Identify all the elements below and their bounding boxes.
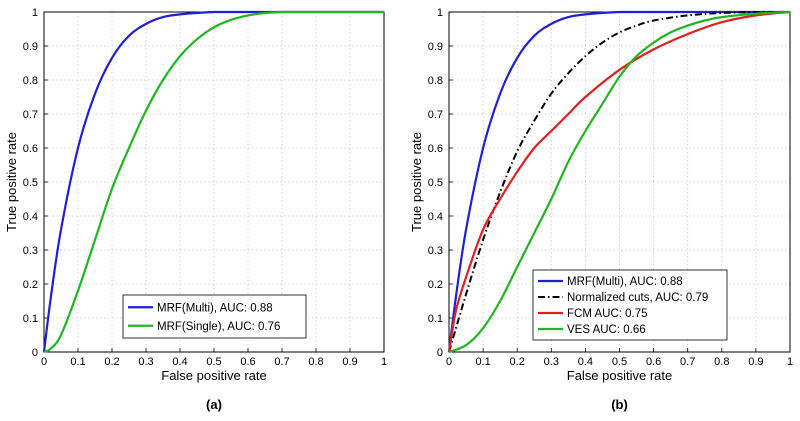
chart-b-caption: (b)	[611, 397, 628, 412]
chart-a-y-ticks: 0 0.1 0.2 0.3 0.4 0.5 0.6 0.7 0.8 0.9 1	[23, 7, 48, 359]
chart-b-series	[447, 10, 791, 354]
chart-b-x-tick-label: 0.8	[714, 356, 729, 368]
chart-b-x-tick-label: 0.4	[578, 356, 593, 368]
chart-b-y-tick-label: 0.9	[428, 41, 443, 53]
chart-b-x-tick-label: 0.5	[612, 356, 627, 368]
chart-b-x-tick-label: 0.3	[544, 356, 559, 368]
chart-b-y-tick-label: 0.2	[428, 279, 443, 291]
chart-a-x-tick-label: 0.7	[274, 356, 289, 368]
chart-b-y-tick-label: 0.7	[428, 109, 443, 121]
chart-a-legend-label-1: MRF(Multi), AUC: 0.88	[157, 302, 273, 314]
chart-a-y-tick-label: 0.1	[23, 313, 38, 325]
chart-a-x-tick-label: 0.5	[206, 356, 221, 368]
chart-a-legend-label-2: MRF(Single), AUC: 0.76	[157, 321, 280, 333]
chart-b-legend-label-3: FCM AUC: 0.75	[567, 308, 648, 320]
chart-a-y-tick-label: 0.5	[23, 177, 38, 189]
chart-a-x-tick-label: 0.2	[104, 356, 119, 368]
chart-a: 0 0.1 0.2 0.3 0.4 0.5 0.6 0.7 0.8 0.9 1 0 0.1 0.2 0.3…	[4, 7, 387, 412]
chart-b-series-line-1	[447, 10, 790, 353]
chart-a-series	[42, 10, 384, 354]
chart-a-caption: (a)	[206, 397, 222, 412]
chart-a-y-tick-label: 0.7	[23, 109, 38, 121]
chart-b-legend: MRF(Multi), AUC: 0.88 Normalized cuts, AU…	[532, 269, 728, 341]
chart-b-x-tick-label: 1	[787, 356, 793, 368]
chart-a-x-tick-label: 0.1	[70, 356, 85, 368]
chart-a-y-tick-label: 0.4	[23, 211, 38, 223]
chart-a-series-line-2	[43, 10, 384, 354]
chart-a-y-tick-label: 0.9	[23, 41, 38, 53]
chart-a-legend-box	[122, 294, 307, 339]
chart-b-x-tick-label: 0.9	[748, 356, 763, 368]
chart-b-y-tick-label: 0.6	[428, 143, 443, 155]
chart-a-x-tick-label: 0	[41, 356, 47, 368]
chart-b-y-tick-label: 0.5	[428, 177, 443, 189]
chart-b-y-tick-label: 1	[437, 7, 443, 19]
chart-a-x-tick-label: 0.6	[240, 356, 255, 368]
chart-b: 0 0.1 0.2 0.3 0.4 0.5 0.6 0.7 0.8 0.9 1 0 0.1 0.2 0.3…	[409, 7, 793, 412]
chart-b-x-tick-label: 0.6	[646, 356, 661, 368]
chart-a-y-tick-label: 0.8	[23, 75, 38, 87]
chart-a-x-tick-label: 0.4	[172, 356, 187, 368]
chart-a-x-tick-label: 0.3	[138, 356, 153, 368]
chart-b-y-tick-label: 0.1	[428, 313, 443, 325]
chart-b-y-axis-label: True positive rate	[409, 132, 424, 232]
chart-b-y-ticks: 0 0.1 0.2 0.3 0.4 0.5 0.6 0.7 0.8 0.9 1	[428, 7, 453, 359]
chart-a-x-ticks: 0 0.1 0.2 0.3 0.4 0.5 0.6 0.7 0.8 0.9 1	[41, 348, 387, 368]
chart-b-x-tick-label: 0.1	[475, 356, 490, 368]
chart-a-y-tick-label: 0.3	[23, 245, 38, 257]
chart-a-x-tick-label: 0.8	[308, 356, 323, 368]
chart-b-series-line-3	[447, 10, 791, 353]
chart-b-x-tick-label: 0.7	[680, 356, 695, 368]
chart-a-y-tick-label: 0.6	[23, 143, 38, 155]
chart-b-y-tick-label: 0	[437, 347, 443, 359]
chart-a-y-axis-label: True positive rate	[4, 132, 19, 232]
chart-b-x-tick-label: 0	[446, 356, 452, 368]
chart-b-legend-label-2: Normalized cuts, AUC: 0.79	[567, 292, 708, 304]
chart-a-x-tick-label: 1	[381, 356, 387, 368]
chart-b-x-ticks: 0 0.1 0.2 0.3 0.4 0.5 0.6 0.7 0.8 0.9 1	[446, 348, 793, 368]
chart-b-y-tick-label: 0.3	[428, 245, 443, 257]
chart-b-y-tick-label: 0.4	[428, 211, 443, 223]
chart-b-legend-label-1: MRF(Multi), AUC: 0.88	[567, 276, 683, 288]
chart-b-series-line-2	[448, 10, 790, 353]
chart-b-y-tick-label: 0.8	[428, 75, 443, 87]
chart-b-x-axis-label: False positive rate	[567, 368, 673, 383]
chart-a-legend: MRF(Multi), AUC: 0.88 MRF(Single), AUC: 0…	[122, 294, 307, 339]
chart-a-y-tick-label: 1	[32, 7, 38, 19]
chart-a-x-tick-label: 0.9	[342, 356, 357, 368]
chart-b-legend-label-4: VES AUC: 0.66	[567, 324, 646, 336]
chart-b-legend-box	[532, 269, 728, 341]
chart-a-x-axis-label: False positive rate	[161, 368, 267, 383]
chart-a-y-tick-label: 0.2	[23, 279, 38, 291]
chart-b-x-tick-label: 0.2	[510, 356, 525, 368]
chart-a-y-tick-label: 0	[32, 347, 38, 359]
chart-b-series-line-4	[448, 10, 791, 354]
